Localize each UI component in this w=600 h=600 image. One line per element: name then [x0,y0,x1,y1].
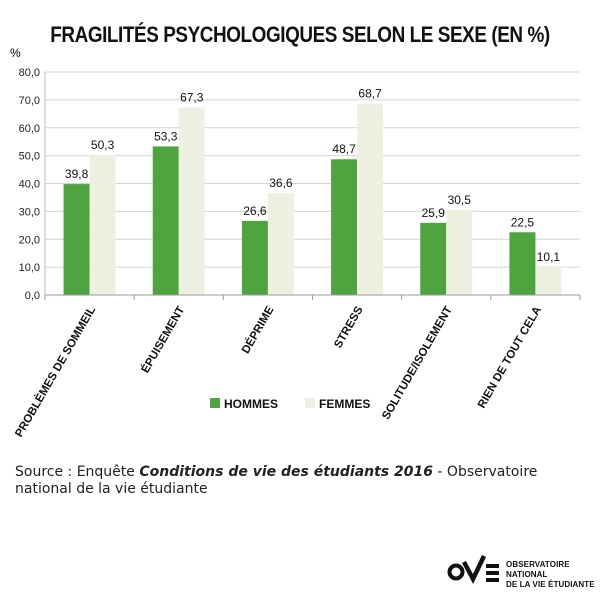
ove-logo-mark-icon [447,555,499,585]
data-label: 39,8 [65,167,89,181]
source-suffix: - Observatoire national de la vie étudia… [15,464,538,497]
legend-swatch [305,398,315,408]
data-labels: 39,8 50,3 53,3 67,3 26,636,6 48,7 68,7 25,930,5… [65,86,561,263]
legend: HOMMES FEMMES [210,397,370,411]
bar-femmes [357,103,384,295]
data-label: 26,6 [243,204,267,218]
data-label: 50,3 [91,138,115,152]
y-tick-label: 20,0 [19,234,40,246]
x-tick-label: RIEN DE TOUT CELA [476,305,544,411]
data-label: 68,7 [358,86,382,100]
data-label: 36,6 [269,176,293,190]
x-tick-label: ÉPUISEMENT [139,304,188,375]
logo-line-2: DE LA VIE ÉTUDIANTE [506,580,595,589]
bar-hommes [420,222,447,295]
data-label: 30,5 [448,193,472,207]
bar-hommes [331,159,358,295]
y-tick-label: 30,0 [19,206,40,218]
y-tick-label: 40,0 [19,179,40,191]
data-label: 10,1 [537,250,561,264]
x-tick-label: SOLITUDE/ISOLEMENT [380,305,455,422]
gridlines [45,71,580,268]
legend-swatch [210,398,220,408]
y-tick-label: 70,0 [19,95,40,107]
bar-femmes [267,192,294,295]
x-tick-label: PROBLÈMES DE SOMMEIL [12,304,98,439]
data-label: 25,9 [422,206,446,220]
ove-logo: OBSERVATOIRE NATIONAL DE LA VIE ÉTUDIANT… [446,550,596,590]
source-note: Source : Enquête Conditions de vie des é… [15,464,585,498]
data-label: 22,5 [511,215,535,229]
x-tick-label: DÉPRIME [239,304,277,356]
bar-hommes [509,232,536,295]
y-tick-label: 10,0 [19,262,40,274]
legend-label: HOMMES [224,397,278,411]
bar-femmes [178,107,205,296]
y-tick-label: 60,0 [19,123,40,135]
logo-line-1: OBSERVATOIRE NATIONAL [506,560,570,579]
bar-chart: 39,8 50,3 53,3 67,3 26,636,6 48,7 68,7 25,930,5… [10,46,581,439]
bar-hommes [241,220,268,295]
y-tick-label: 0,0 [25,290,40,302]
chart-title: FRAGILITÉS PSYCHOLOGIQUES SELON LE SEXE … [50,22,550,47]
y-tick-label: 50,0 [19,151,40,163]
data-label: 67,3 [180,90,204,104]
y-axis-label: % [10,46,21,60]
bar-femmes [446,209,473,295]
data-label: 48,7 [332,142,356,156]
bars [63,103,562,296]
bar-femmes [535,266,562,295]
source-survey-name: Conditions de vie des étudiants 2016 [139,464,433,480]
source-prefix: Source : Enquête [15,464,140,480]
x-tick-label: STRESS [332,304,366,350]
data-label: 53,3 [154,129,178,143]
legend-label: FEMMES [319,397,370,411]
bar-hommes [63,184,90,295]
bar-hommes [152,146,179,295]
bar-femmes [89,154,116,295]
y-tick-label: 80,0 [19,67,40,79]
